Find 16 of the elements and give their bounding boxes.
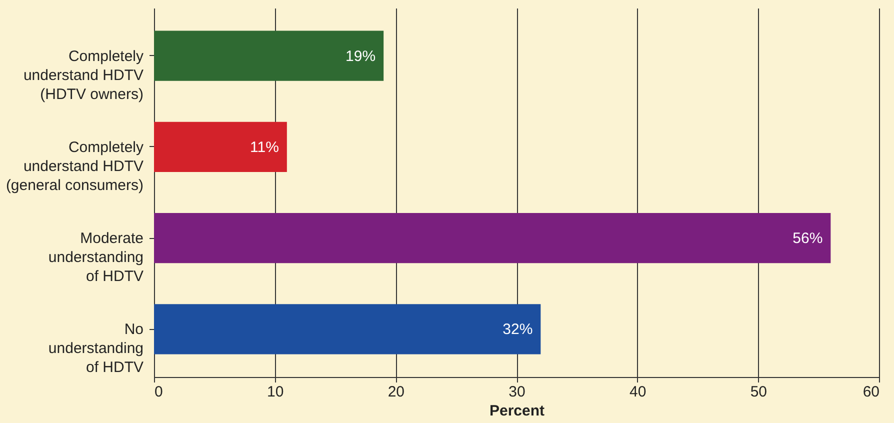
x-tick-label: 30 — [508, 384, 526, 400]
x-tick-label: 40 — [629, 384, 646, 400]
data-label: 11% — [250, 138, 279, 156]
x-tick-label: 20 — [388, 384, 405, 400]
y-tick-label: Completely understand HDTV (general consumers) — [6, 138, 144, 194]
x-tick-label: 50 — [750, 384, 768, 400]
x-tick-label: 60 — [862, 384, 880, 400]
y-tick-label: Moderate understanding of HDTV — [48, 230, 144, 286]
x-tick-label: 0 — [154, 384, 163, 400]
data-label: 56% — [792, 230, 823, 248]
x-axis-title: Percent — [489, 402, 545, 420]
data-label: 32% — [502, 321, 533, 338]
y-tick-label: Completely understand HDTV (HDTV owners) — [23, 48, 144, 103]
x-tick-label: 10 — [266, 384, 284, 400]
y-tick-label: No understanding of HDTV — [48, 321, 144, 376]
data-label: 19% — [346, 48, 376, 65]
